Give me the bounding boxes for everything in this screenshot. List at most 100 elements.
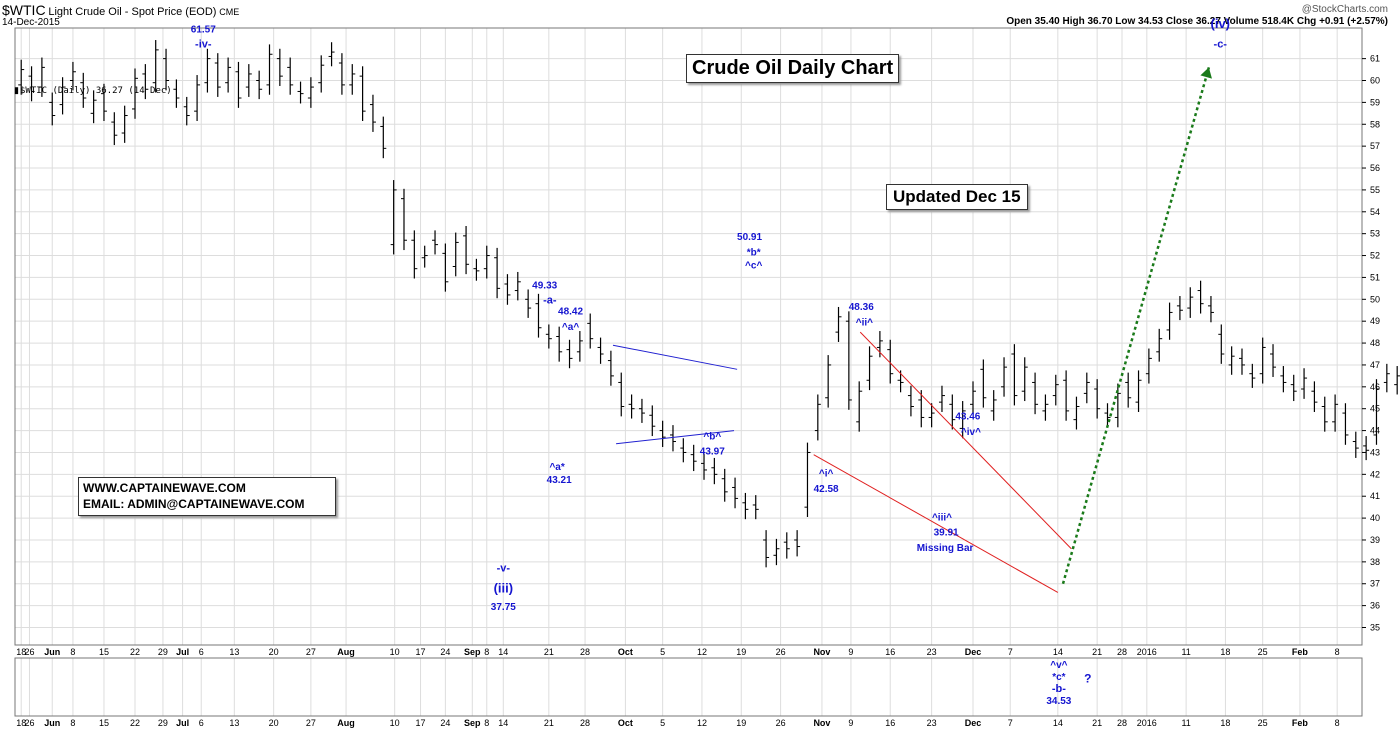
wave-label: ^c^: [745, 261, 762, 272]
x-tick-label-bottom: 6: [199, 718, 204, 728]
y-tick-label: 35: [1370, 622, 1380, 632]
y-axis-ticks: 35 36 37 38 39 40 41 42 43 44 45 46 47 48 49 50 51 52 53 54…: [1362, 54, 1380, 632]
x-tick-label: 5: [660, 647, 665, 657]
lower-pane-frame: [14, 657, 1363, 717]
symbol-text: $WTIC: [2, 2, 46, 18]
wave-label: ^b^: [703, 431, 721, 442]
y-tick-label: 58: [1370, 119, 1380, 129]
x-tick-label-bottom: 2016: [1137, 718, 1157, 728]
x-tick-label-bottom: 26: [24, 718, 34, 728]
x-tick-label: 16: [885, 647, 895, 657]
projection-arrow-head: [1200, 67, 1212, 79]
x-tick-label-bottom: 9: [848, 718, 853, 728]
y-tick-label: 61: [1370, 54, 1380, 64]
wave-annotations: 61.57 -iv- -v- (iii) 37.75 49.33 -a-48.42 ^a^ ^a…: [191, 16, 1230, 707]
wave-label-lower: *c*: [1052, 672, 1065, 683]
y-tick-label: 54: [1370, 207, 1380, 217]
x-tick-label-bottom: 7: [1008, 718, 1013, 728]
x-tick-label: 12: [697, 647, 707, 657]
x-tick-label-bottom: 20: [269, 718, 279, 728]
y-tick-label: 56: [1370, 163, 1380, 173]
main-pane-frame: [14, 27, 1363, 646]
wave-label-lower: -b-: [1052, 683, 1066, 695]
x-tick-label: 28: [580, 647, 590, 657]
x-tick-label-bottom: 27: [306, 718, 316, 728]
x-axis-ticks: 18182626JunJun88151522222929JulJul661313…: [16, 647, 1339, 728]
y-tick-label: 36: [1370, 601, 1380, 611]
y-tick-label: 45: [1370, 404, 1380, 414]
x-tick-label-bottom: 18: [16, 718, 26, 728]
x-tick-label: 29: [158, 647, 168, 657]
x-tick-label: 21: [1092, 647, 1102, 657]
wave-label: 48.36: [849, 302, 874, 313]
y-tick-label: 37: [1370, 579, 1380, 589]
triangle-line: [612, 344, 738, 370]
x-tick-label: 15: [99, 647, 109, 657]
triangle-line: [616, 430, 735, 445]
x-tick-label-bottom: 19: [736, 718, 746, 728]
x-tick-label-bottom: 18: [1220, 718, 1230, 728]
wave-label: -v-: [497, 563, 511, 575]
x-tick-label: 17: [416, 647, 426, 657]
x-tick-label-bottom: Jul: [176, 718, 189, 728]
x-tick-label: 20: [269, 647, 279, 657]
wave-label: 48.42: [558, 307, 583, 318]
x-tick-label: 8: [1335, 647, 1340, 657]
wave-label: ^ii^: [856, 318, 873, 329]
channel-line: [813, 454, 1059, 593]
x-tick-label-bottom: Aug: [337, 718, 355, 728]
x-tick-label: 22: [130, 647, 140, 657]
wave-label: (iv): [1211, 16, 1231, 31]
x-tick-label-bottom: 11: [1181, 718, 1190, 728]
x-tick-label: 11: [1181, 647, 1190, 657]
wave-label: (iii): [494, 580, 514, 595]
x-tick-label: 18: [16, 647, 26, 657]
x-tick-label: 28: [1117, 647, 1127, 657]
x-tick-label-bottom: 21: [544, 718, 554, 728]
x-tick-label: Feb: [1292, 647, 1309, 657]
x-tick-label-bottom: 22: [130, 718, 140, 728]
x-tick-label-bottom: 8: [484, 718, 489, 728]
x-tick-label-bottom: 8: [1335, 718, 1340, 728]
exchange-text: CME: [219, 7, 240, 17]
x-tick-label: Sep: [464, 647, 481, 657]
updated-box: Updated Dec 15: [886, 184, 1028, 210]
x-tick-label-bottom: 8: [70, 718, 75, 728]
y-tick-label: 50: [1370, 294, 1380, 304]
price-bars: [18, 40, 1400, 568]
legend-label: $WTIC (Daily) 36.27 (14 Dec): [20, 86, 172, 96]
updated-text: Updated Dec 15: [893, 187, 1021, 206]
y-tick-label: 53: [1370, 229, 1380, 239]
x-tick-label-bottom: 24: [440, 718, 450, 728]
wave-label: 43.46: [955, 412, 980, 423]
x-tick-label: 2016: [1137, 647, 1157, 657]
x-tick-label-bottom: 23: [927, 718, 937, 728]
watermark: @StockCharts.com: [1301, 4, 1388, 15]
wave-label-lower: ^v^: [1050, 660, 1067, 671]
chart-title-box: Crude Oil Daily Chart: [686, 54, 900, 83]
wave-label: 37.75: [491, 602, 516, 613]
x-tick-label-bottom: Oct: [618, 718, 633, 728]
y-tick-label: 48: [1370, 338, 1380, 348]
y-tick-label: 49: [1370, 316, 1380, 326]
wave-label: 39.91: [934, 528, 959, 539]
y-tick-label: 41: [1370, 491, 1380, 501]
wave-label-lower: 34.53: [1046, 696, 1071, 707]
x-tick-label: 21: [544, 647, 554, 657]
x-tick-label-bottom: 16: [885, 718, 895, 728]
y-tick-label: 47: [1370, 360, 1380, 370]
name-text: Light Crude Oil - Spot Price (EOD): [48, 6, 217, 18]
x-tick-label-bottom: 14: [1053, 718, 1063, 728]
x-tick-label: 23: [927, 647, 937, 657]
x-tick-label: 6: [199, 647, 204, 657]
contact-box: WWW.CAPTAINEWAVE.COM EMAIL: ADMIN@CAPTAI…: [78, 477, 336, 516]
chart-title: Crude Oil Daily Chart: [692, 57, 894, 79]
x-tick-label: 25: [1258, 647, 1268, 657]
x-tick-label: 14: [1053, 647, 1063, 657]
y-tick-label: 60: [1370, 76, 1380, 86]
y-tick-label: 40: [1370, 513, 1380, 523]
x-tick-label-bottom: 14: [498, 718, 508, 728]
x-tick-label: 14: [498, 647, 508, 657]
wave-label: ^a*: [549, 462, 564, 473]
